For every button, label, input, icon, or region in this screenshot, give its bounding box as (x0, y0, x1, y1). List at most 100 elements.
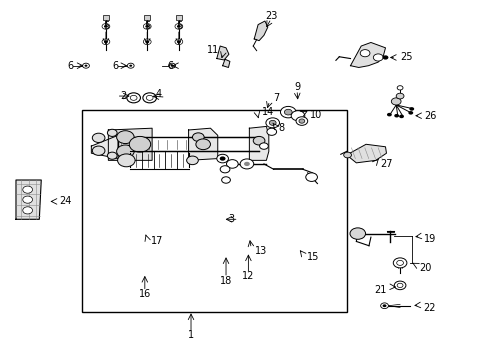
Circle shape (23, 207, 32, 214)
Polygon shape (222, 59, 229, 67)
Bar (144, 15, 150, 20)
Text: 4: 4 (155, 89, 162, 99)
Circle shape (129, 136, 150, 152)
Circle shape (284, 109, 291, 115)
Text: 20: 20 (419, 262, 431, 273)
Polygon shape (216, 46, 228, 60)
Circle shape (216, 154, 228, 163)
Text: 7: 7 (273, 93, 279, 103)
Circle shape (107, 152, 117, 159)
Circle shape (386, 113, 391, 116)
Text: 13: 13 (255, 247, 267, 256)
Circle shape (177, 25, 181, 28)
Text: 5: 5 (144, 21, 150, 31)
Text: 27: 27 (380, 159, 392, 169)
Circle shape (170, 64, 173, 67)
Text: 22: 22 (423, 303, 435, 313)
Circle shape (192, 133, 203, 141)
Circle shape (380, 303, 387, 309)
Circle shape (269, 120, 276, 125)
Circle shape (349, 228, 365, 239)
Circle shape (407, 111, 412, 114)
Circle shape (84, 64, 87, 67)
Circle shape (226, 159, 238, 168)
Text: 18: 18 (220, 276, 232, 286)
Circle shape (175, 23, 183, 29)
Circle shape (360, 50, 369, 57)
Circle shape (253, 136, 264, 145)
Polygon shape (188, 128, 217, 160)
Circle shape (408, 107, 413, 111)
Circle shape (130, 95, 137, 100)
Circle shape (393, 281, 405, 290)
Circle shape (145, 25, 149, 28)
Text: 8: 8 (278, 123, 284, 133)
Text: 1: 1 (187, 330, 194, 341)
Circle shape (177, 40, 181, 43)
Circle shape (393, 114, 398, 117)
Circle shape (382, 55, 387, 60)
Circle shape (265, 118, 279, 128)
Polygon shape (346, 144, 386, 163)
Circle shape (295, 117, 307, 125)
Circle shape (266, 128, 276, 135)
Polygon shape (249, 126, 268, 160)
Circle shape (168, 63, 175, 68)
Circle shape (127, 63, 134, 68)
Text: 3: 3 (228, 214, 234, 224)
Circle shape (343, 152, 351, 158)
Circle shape (219, 157, 225, 161)
Circle shape (390, 98, 400, 105)
Circle shape (382, 304, 386, 307)
Text: 26: 26 (424, 111, 436, 121)
Circle shape (290, 111, 304, 121)
Circle shape (107, 129, 117, 136)
Circle shape (92, 133, 105, 143)
Circle shape (395, 93, 403, 99)
Circle shape (280, 107, 295, 118)
Text: 21: 21 (374, 285, 386, 295)
Circle shape (396, 260, 403, 265)
Text: 15: 15 (306, 252, 319, 262)
Circle shape (143, 23, 151, 29)
Circle shape (126, 93, 140, 103)
Circle shape (102, 23, 110, 29)
Polygon shape (254, 21, 267, 41)
Circle shape (142, 93, 156, 103)
Circle shape (244, 162, 249, 166)
Bar (81, 111, 346, 312)
Circle shape (117, 154, 135, 167)
Circle shape (372, 54, 382, 61)
Circle shape (104, 25, 108, 28)
Circle shape (23, 196, 32, 203)
Text: 6: 6 (67, 61, 73, 71)
Polygon shape (91, 135, 118, 158)
Circle shape (104, 40, 108, 43)
Circle shape (221, 177, 230, 183)
Circle shape (129, 64, 132, 67)
Text: 12: 12 (242, 271, 254, 282)
Text: 24: 24 (59, 197, 71, 206)
Text: 17: 17 (150, 236, 163, 246)
Text: 5: 5 (175, 21, 182, 31)
Circle shape (259, 143, 268, 149)
Polygon shape (350, 42, 385, 67)
Circle shape (298, 119, 304, 123)
Circle shape (196, 139, 210, 150)
Circle shape (92, 146, 105, 156)
Circle shape (186, 156, 198, 165)
Circle shape (23, 186, 32, 193)
Circle shape (175, 39, 183, 45)
Text: 25: 25 (399, 53, 412, 63)
Text: 6: 6 (167, 61, 174, 71)
Polygon shape (108, 128, 152, 160)
Circle shape (396, 283, 402, 288)
Text: 11: 11 (206, 45, 219, 55)
Circle shape (116, 145, 134, 158)
Circle shape (82, 63, 89, 68)
Circle shape (392, 258, 406, 268)
Circle shape (305, 173, 317, 181)
Circle shape (220, 166, 229, 173)
Text: 5: 5 (102, 21, 109, 31)
Text: 16: 16 (139, 289, 151, 299)
